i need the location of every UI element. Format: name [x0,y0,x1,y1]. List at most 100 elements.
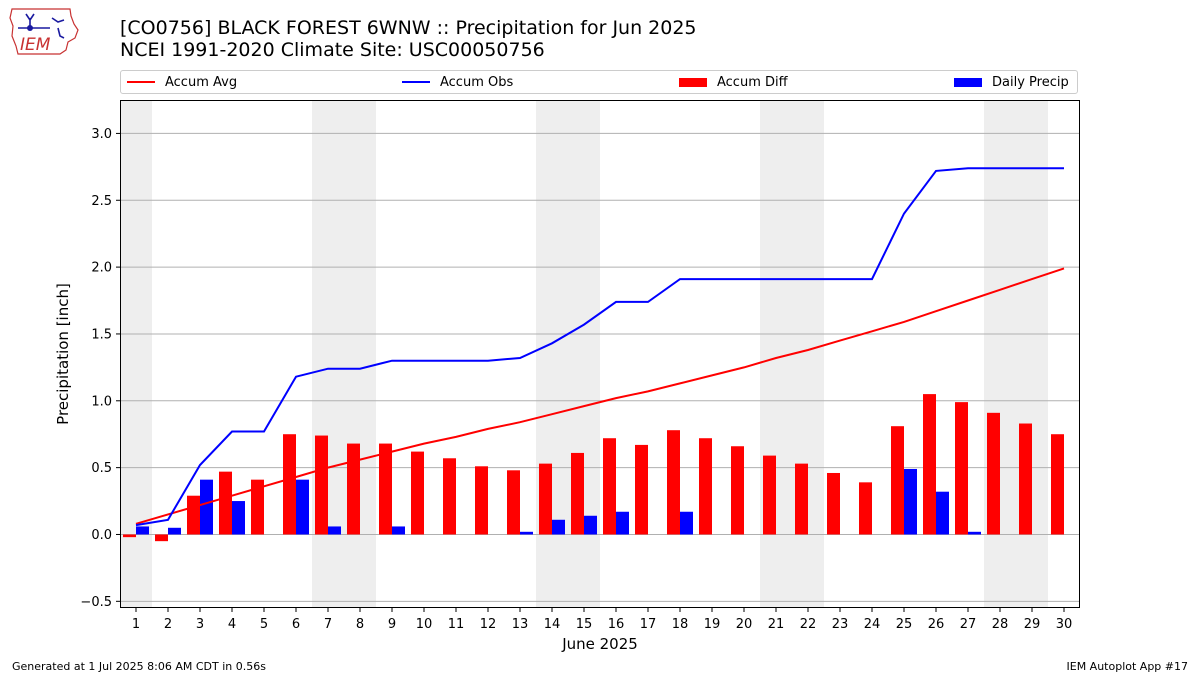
y-tick-label: 2.5 [91,194,112,209]
accum-diff-bar [923,394,936,535]
app-label: IEM Autoplot App #17 [1066,660,1189,673]
accum-diff-bar [635,444,648,535]
iem-logo: IEM [9,8,79,55]
daily-precip-bar [584,515,597,535]
x-tick-label: 22 [800,617,817,632]
accum-diff-bar [123,534,136,538]
y-tick-label: 1.0 [91,394,112,409]
daily-precip-bar [168,527,181,535]
y-tick-label: 0.0 [91,528,112,543]
accum-diff-bar [859,482,872,535]
x-tick-label: 26 [928,617,945,632]
y-tick-label: −0.5 [80,595,112,610]
daily-precip-bar [680,511,693,535]
accum-diff-bar [731,446,744,535]
daily-precip-bar [968,531,981,535]
x-tick-label: 29 [1024,617,1041,632]
x-tick-label: 3 [196,617,204,632]
logo-text: IEM [20,35,51,55]
x-tick-label: 21 [768,617,785,632]
x-tick-label: 24 [864,617,881,632]
y-tick-label: 2.0 [91,261,112,276]
accum-diff-bar [251,479,264,535]
accum-diff-bar [763,455,776,535]
legend-label-daily-precip: Daily Precip [992,74,1069,90]
x-tick-label: 11 [448,617,465,632]
x-tick-label: 8 [356,617,364,632]
x-tick-label: 19 [704,617,721,632]
x-tick-label: 23 [832,617,849,632]
accum-diff-bar [475,466,488,535]
y-tick-label: 3.0 [91,127,112,142]
x-tick-label: 2 [164,617,172,632]
x-tick-label: 20 [736,617,753,632]
legend: Accum Avg Accum Obs Accum Diff Daily Pre… [120,70,1078,94]
x-tick-label: 28 [992,617,1009,632]
daily-precip-bar [552,519,565,535]
plot-frame [120,100,1080,608]
accum-diff-bar [891,426,904,535]
accum-diff-bar [283,434,296,535]
x-axis-label: June 2025 [561,635,638,653]
daily-precip-bar [392,526,405,535]
x-tick-label: 6 [292,617,300,632]
x-tick-label: 18 [672,617,689,632]
daily-precip-bar [296,479,309,535]
accum-diff-bar [987,412,1000,535]
accum-diff-bar [955,402,968,535]
x-tick-label: 5 [260,617,268,632]
accum-diff-bar [603,438,616,535]
legend-swatch-accum-diff [679,77,707,87]
x-tick-label: 9 [388,617,396,632]
daily-precip-bar [904,468,917,535]
daily-precip-bar [200,479,213,535]
x-tick-label: 1 [132,617,140,632]
legend-label-accum-diff: Accum Diff [717,74,788,90]
daily-precip-bar [136,526,149,535]
legend-item-daily-precip: Daily Precip [954,71,1069,93]
accum-diff-bar [827,472,840,535]
accum-diff-bar [187,495,200,535]
x-tick-label: 14 [544,617,561,632]
x-tick-label: 27 [960,617,977,632]
accum-diff-bar [379,443,392,535]
accum-obs-line [135,167,1064,527]
accum-diff-bar [1051,434,1064,535]
legend-swatch-daily-precip [954,77,982,87]
accum-diff-bar [1019,423,1032,535]
chart-title: [CO0756] BLACK FOREST 6WNW :: Precipitat… [120,17,697,39]
legend-swatch-accum-obs [402,81,430,83]
x-tick-label: 16 [608,617,625,632]
y-tick-label: 0.5 [91,461,112,476]
daily-precip-bar [232,501,245,535]
accum-diff-bar [315,435,328,535]
generated-timestamp: Generated at 1 Jul 2025 8:06 AM CDT in 0… [12,660,266,673]
y-tick-label: 1.5 [91,327,112,342]
accum-diff-bar [699,438,712,535]
x-tick-label: 10 [416,617,433,632]
daily-precip-bar [616,511,629,535]
accum-diff-bar [155,534,168,542]
accum-diff-bar [667,430,680,535]
x-tick-label: 7 [324,617,332,632]
daily-precip-bar [936,491,949,535]
x-tick-label: 4 [228,617,236,632]
legend-item-accum-diff: Accum Diff [679,71,788,93]
x-tick-label: 30 [1056,617,1073,632]
legend-item-accum-avg: Accum Avg [127,71,237,93]
y-axis-label: Precipitation [inch] [54,283,72,425]
accum-diff-bar [795,463,808,535]
accum-diff-bar [443,458,456,535]
accum-diff-bar [347,443,360,535]
x-tick-label: 17 [640,617,657,632]
legend-item-accum-obs: Accum Obs [402,71,513,93]
daily-precip-bar [328,526,341,535]
accum-diff-bar [571,452,584,535]
legend-label-accum-avg: Accum Avg [165,74,238,90]
accum-avg-line [135,267,1065,525]
legend-label-accum-obs: Accum Obs [440,74,514,90]
accum-diff-bar [411,451,424,535]
accum-diff-bar [539,463,552,535]
x-tick-label: 25 [896,617,913,632]
